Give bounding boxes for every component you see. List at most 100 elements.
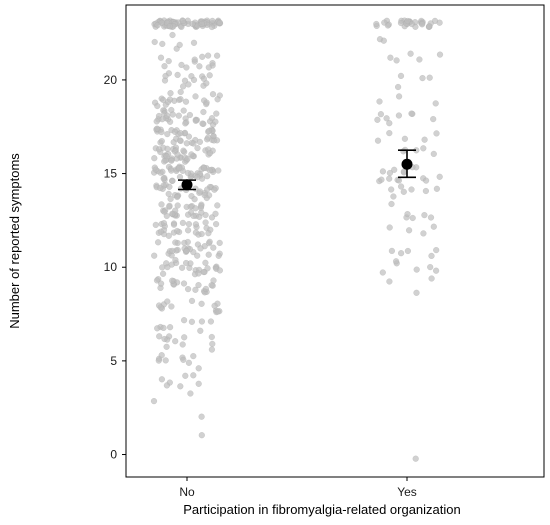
data-point [377, 111, 385, 118]
data-point [174, 193, 181, 201]
data-point [169, 177, 176, 184]
data-point [180, 107, 187, 114]
x-tick-label: Yes [397, 485, 417, 499]
data-point [163, 153, 170, 160]
data-point [404, 247, 412, 255]
data-point [214, 96, 221, 103]
data-point [197, 327, 204, 334]
data-point [388, 200, 395, 208]
data-point [188, 297, 196, 305]
data-point [373, 20, 380, 28]
data-point [160, 96, 167, 104]
data-point [213, 110, 220, 117]
data-point [195, 270, 202, 277]
data-point [172, 338, 179, 345]
data-point [407, 50, 414, 57]
data-point [198, 230, 205, 238]
data-point [166, 202, 173, 209]
data-point [177, 383, 184, 390]
data-point [151, 155, 158, 162]
data-point [384, 22, 392, 29]
data-point [169, 210, 176, 217]
data-point [427, 214, 435, 221]
data-point [168, 303, 175, 310]
data-point [210, 132, 217, 140]
data-point [153, 118, 160, 125]
data-point [395, 93, 403, 100]
data-point [378, 176, 385, 183]
data-point [158, 137, 165, 145]
data-point [210, 244, 217, 251]
data-point [154, 239, 162, 246]
data-point [427, 263, 434, 271]
data-point [209, 17, 216, 25]
data-point [198, 318, 206, 325]
data-point [190, 352, 197, 360]
y-tick-label: 15 [104, 167, 118, 181]
data-point [409, 214, 416, 222]
data-point [209, 91, 217, 98]
data-point [161, 208, 168, 215]
data-point [179, 83, 187, 90]
data-point [418, 21, 426, 28]
data-point [433, 185, 441, 192]
data-point [190, 140, 197, 147]
data-point [184, 285, 192, 293]
data-point [428, 252, 435, 260]
data-point [179, 341, 186, 348]
data-point [157, 54, 165, 61]
data-point [386, 120, 393, 127]
summary-no [178, 179, 196, 191]
data-point [213, 52, 221, 59]
jitter-points [150, 17, 444, 462]
data-point [433, 246, 440, 254]
data-point [180, 317, 188, 324]
data-point [422, 177, 430, 184]
data-point [198, 432, 205, 439]
data-point [212, 118, 219, 125]
data-point [412, 455, 419, 462]
data-point [164, 112, 171, 119]
data-point [198, 413, 205, 420]
y-axis-title: Number of reported symptoms [7, 153, 22, 329]
data-point [154, 325, 161, 332]
data-point [386, 224, 393, 231]
data-point [187, 390, 194, 397]
data-point [164, 130, 171, 138]
data-point [426, 23, 433, 30]
data-point [157, 280, 165, 287]
data-point [376, 98, 383, 105]
data-point [182, 98, 190, 105]
data-point [155, 357, 162, 364]
y-axis: 0 5 10 15 20 [104, 5, 127, 477]
data-point [413, 289, 420, 296]
data-point [192, 93, 199, 100]
data-point [182, 120, 189, 127]
data-point [166, 23, 174, 30]
data-point [205, 230, 212, 237]
data-point [154, 102, 161, 110]
data-point [160, 175, 167, 182]
data-point [158, 376, 166, 383]
data-point [176, 41, 183, 49]
data-point [163, 382, 171, 389]
data-point [413, 266, 420, 273]
data-point [426, 74, 433, 81]
data-point [393, 57, 400, 64]
data-point [421, 136, 428, 143]
data-point [374, 116, 381, 123]
data-point [400, 188, 407, 195]
data-point [189, 20, 196, 28]
data-point [196, 188, 204, 195]
data-point [430, 223, 437, 230]
data-point [200, 108, 207, 116]
data-point [208, 282, 215, 289]
x-tick-label: No [179, 485, 195, 499]
data-point [204, 265, 211, 272]
data-point [167, 195, 174, 203]
data-point [408, 186, 415, 193]
data-point [428, 275, 435, 282]
data-point [180, 280, 188, 287]
x-axis: No Yes [126, 476, 544, 499]
